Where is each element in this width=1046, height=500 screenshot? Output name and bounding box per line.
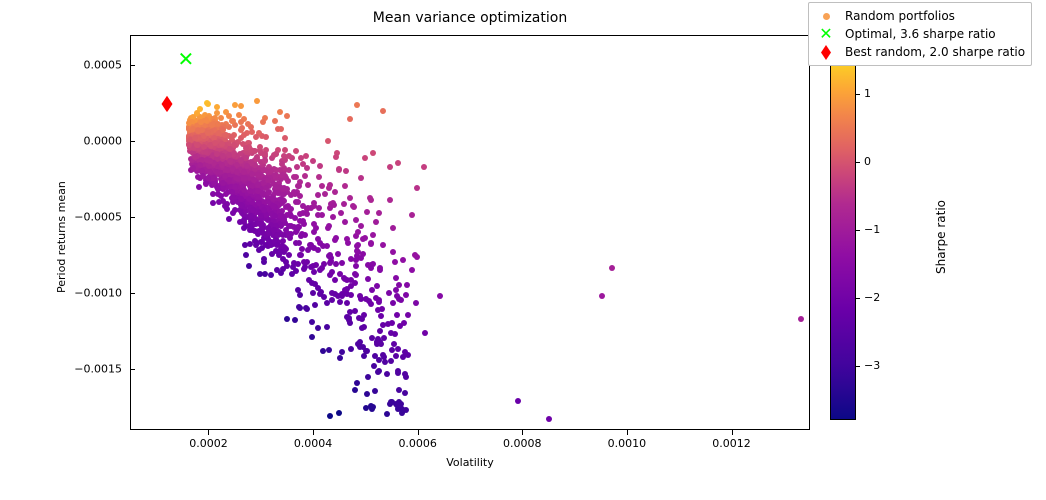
best-random-marker [161,96,172,117]
diamond-icon [821,45,831,60]
colorbar-tick-label: −1 [864,223,880,236]
scatter-axes: ✕ [130,35,810,430]
y-tick-mark [130,369,135,370]
y-tick-label: −0.0010 [72,287,122,300]
marker-layer: ✕ [131,36,809,429]
legend-swatch [815,45,837,60]
x-tick-label: 0.0010 [608,437,647,450]
colorbar-tick-label: −3 [864,359,880,372]
legend-label: Random portfolios [845,9,955,23]
colorbar-tick-mark [856,162,860,163]
colorbar-tick-mark [856,298,860,299]
x-tick-label: 0.0002 [189,437,228,450]
legend-entry: ✕ Optimal, 3.6 sharpe ratio [815,25,1025,43]
x-tick-mark [208,430,209,435]
colorbar-tick-mark [856,94,860,95]
x-axis-label: Volatility [130,456,810,469]
legend-label: Optimal, 3.6 sharpe ratio [845,27,996,41]
colorbar [830,40,856,420]
colorbar-tick-mark [856,366,860,367]
x-tick-mark [627,430,628,435]
legend: Random portfolios ✕ Optimal, 3.6 sharpe ra… [808,2,1032,66]
colorbar-label: Sharpe ratio [934,200,948,274]
figure: Mean variance optimization ✕ 0.0002 0.000… [0,0,1046,500]
x-tick-label: 0.0006 [398,437,437,450]
y-tick-label: 0.0005 [72,59,122,72]
y-tick-label: −0.0015 [72,363,122,376]
y-tick-label: 0.0000 [72,135,122,148]
colorbar-tick-mark [856,230,860,231]
y-axis-label: Period returns mean [55,181,68,293]
colorbar-tick-label: −2 [864,291,880,304]
legend-entry: Random portfolios [815,7,1025,25]
x-tick-mark [522,430,523,435]
legend-entry: Best random, 2.0 sharpe ratio [815,43,1025,61]
y-tick-label: −0.0005 [72,211,122,224]
x-tick-label: 0.0008 [503,437,542,450]
x-tick-label: 0.0004 [294,437,333,450]
y-tick-mark [130,293,135,294]
y-tick-mark [130,65,135,66]
x-tick-mark [418,430,419,435]
x-icon: ✕ [819,26,832,42]
x-tick-mark [313,430,314,435]
colorbar-tick-label: 1 [864,87,871,100]
dot-icon [823,13,830,20]
colorbar-tick-label: 0 [864,155,871,168]
legend-swatch: ✕ [815,26,837,42]
legend-swatch [815,13,837,20]
optimal-marker: ✕ [178,49,195,69]
legend-label: Best random, 2.0 sharpe ratio [845,45,1025,59]
x-tick-label: 0.0012 [712,437,751,450]
x-tick-mark [732,430,733,435]
y-tick-mark [130,217,135,218]
chart-title: Mean variance optimization [130,10,810,26]
y-tick-mark [130,141,135,142]
